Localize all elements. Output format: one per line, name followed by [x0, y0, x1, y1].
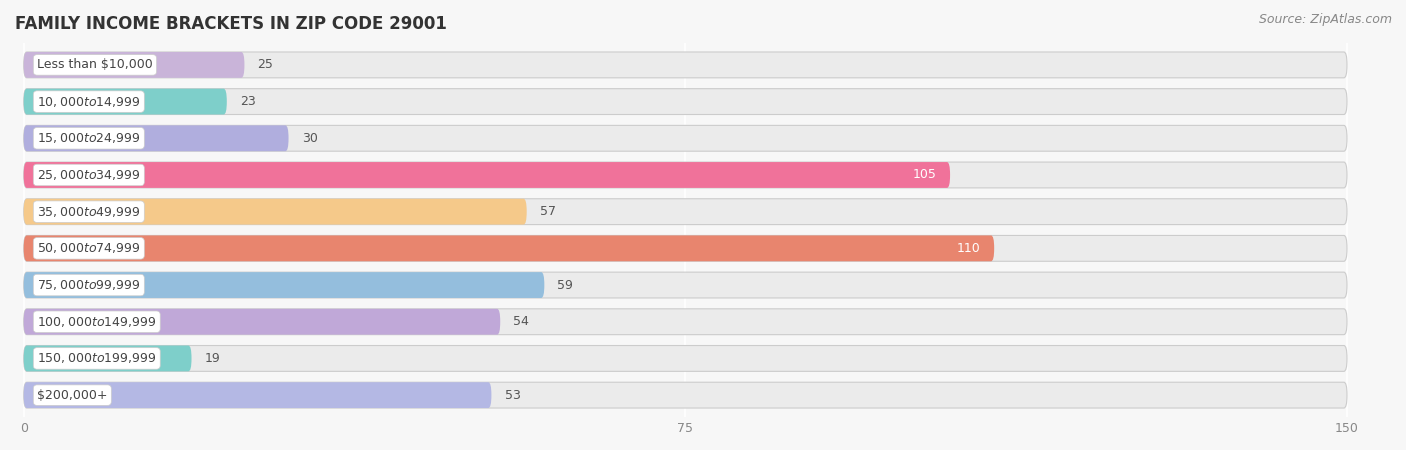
- FancyBboxPatch shape: [24, 235, 1347, 261]
- Text: FAMILY INCOME BRACKETS IN ZIP CODE 29001: FAMILY INCOME BRACKETS IN ZIP CODE 29001: [15, 15, 447, 33]
- Text: 57: 57: [540, 205, 555, 218]
- FancyBboxPatch shape: [24, 199, 527, 225]
- FancyBboxPatch shape: [24, 89, 226, 114]
- FancyBboxPatch shape: [24, 382, 492, 408]
- Text: Less than $10,000: Less than $10,000: [37, 58, 153, 72]
- Text: 54: 54: [513, 315, 529, 328]
- Text: $50,000 to $74,999: $50,000 to $74,999: [37, 241, 141, 255]
- FancyBboxPatch shape: [24, 235, 994, 261]
- FancyBboxPatch shape: [24, 126, 1347, 151]
- Text: Source: ZipAtlas.com: Source: ZipAtlas.com: [1258, 14, 1392, 27]
- Text: 53: 53: [505, 389, 520, 401]
- Text: 105: 105: [912, 168, 936, 181]
- Text: $75,000 to $99,999: $75,000 to $99,999: [37, 278, 141, 292]
- Text: $100,000 to $149,999: $100,000 to $149,999: [37, 315, 156, 329]
- FancyBboxPatch shape: [24, 52, 1347, 78]
- Text: $150,000 to $199,999: $150,000 to $199,999: [37, 351, 156, 365]
- Text: 59: 59: [557, 279, 574, 292]
- Text: $10,000 to $14,999: $10,000 to $14,999: [37, 94, 141, 108]
- FancyBboxPatch shape: [24, 52, 245, 78]
- Text: 30: 30: [302, 132, 318, 145]
- FancyBboxPatch shape: [24, 346, 1347, 371]
- FancyBboxPatch shape: [24, 382, 1347, 408]
- FancyBboxPatch shape: [24, 346, 191, 371]
- FancyBboxPatch shape: [24, 162, 950, 188]
- FancyBboxPatch shape: [24, 309, 501, 335]
- FancyBboxPatch shape: [24, 162, 1347, 188]
- Text: 25: 25: [257, 58, 273, 72]
- Text: 110: 110: [957, 242, 981, 255]
- Text: 23: 23: [240, 95, 256, 108]
- FancyBboxPatch shape: [24, 272, 1347, 298]
- Text: 19: 19: [205, 352, 221, 365]
- FancyBboxPatch shape: [24, 199, 1347, 225]
- Text: $15,000 to $24,999: $15,000 to $24,999: [37, 131, 141, 145]
- Text: $25,000 to $34,999: $25,000 to $34,999: [37, 168, 141, 182]
- Text: $35,000 to $49,999: $35,000 to $49,999: [37, 205, 141, 219]
- Text: $200,000+: $200,000+: [37, 389, 107, 401]
- FancyBboxPatch shape: [24, 309, 1347, 335]
- FancyBboxPatch shape: [24, 126, 288, 151]
- FancyBboxPatch shape: [24, 272, 544, 298]
- FancyBboxPatch shape: [24, 89, 1347, 114]
